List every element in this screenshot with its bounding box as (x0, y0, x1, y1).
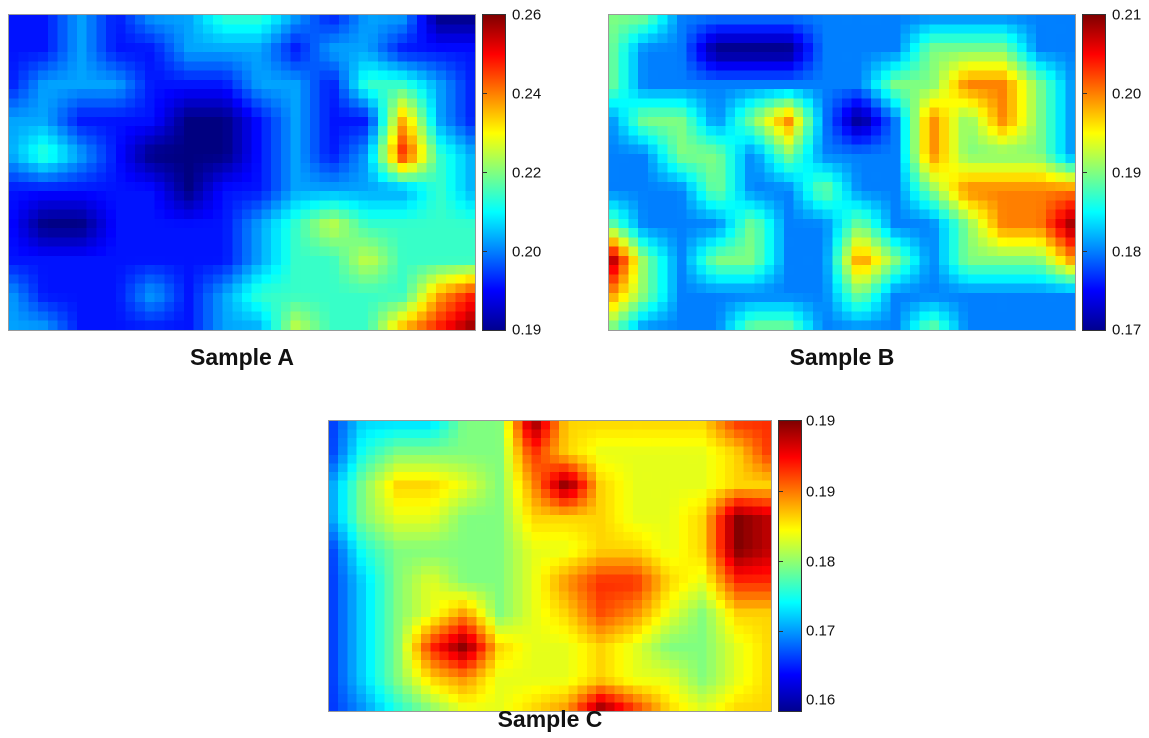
heatmap-image (329, 421, 771, 711)
colorbar-tick-mark (1082, 14, 1087, 15)
colorbar-tick-label: 0.26 (512, 6, 542, 24)
heatmap-plot-area (8, 14, 476, 331)
colorbar-tick-mark (482, 14, 487, 15)
colorbar-tick-label: 0.20 (1112, 85, 1142, 103)
colorbar-tick-mark (1082, 93, 1087, 94)
panel-title: Sample C (497, 706, 603, 732)
colorbar-tick-mark (482, 251, 487, 252)
colorbar-tick-label: 0.21 (1112, 6, 1142, 24)
colorbar-tick-mark (778, 491, 783, 492)
colorbar-tick-mark (482, 93, 487, 94)
panel-title: Sample A (190, 344, 294, 370)
panel-title: Sample B (789, 344, 895, 370)
colorbar-tick-label: 0.19 (512, 321, 542, 339)
colorbar-tick-mark (1082, 172, 1087, 173)
colorbar-tick-mark (778, 631, 783, 632)
colorbar-tick-label: 0.18 (806, 553, 836, 571)
colorbar-tick-mark (778, 420, 783, 421)
colorbar (778, 420, 802, 712)
colorbar-tick-label: 0.20 (512, 243, 542, 261)
colorbar-tick-label: 0.19 (1112, 164, 1142, 182)
colorbar-tick-mark (1082, 251, 1087, 252)
colorbar-tick-label: 0.16 (806, 691, 836, 709)
colorbar-tick-mark (482, 172, 487, 173)
heatmap-plot-area (328, 420, 772, 712)
heatmap-image (9, 15, 475, 330)
colorbar-tick-label: 0.22 (512, 164, 542, 182)
colorbar-tick-label: 0.19 (806, 412, 836, 430)
colorbar-tick-label: 0.24 (512, 85, 542, 103)
heatmap-image (609, 15, 1075, 330)
colorbar-tick-mark (778, 561, 783, 562)
heatmap-plot-area (608, 14, 1076, 331)
colorbar-tick-label: 0.19 (806, 483, 836, 501)
colorbar-tick-label: 0.17 (806, 622, 836, 640)
colorbar-tick-label: 0.18 (1112, 243, 1142, 261)
colorbar-tick-label: 0.17 (1112, 321, 1142, 339)
